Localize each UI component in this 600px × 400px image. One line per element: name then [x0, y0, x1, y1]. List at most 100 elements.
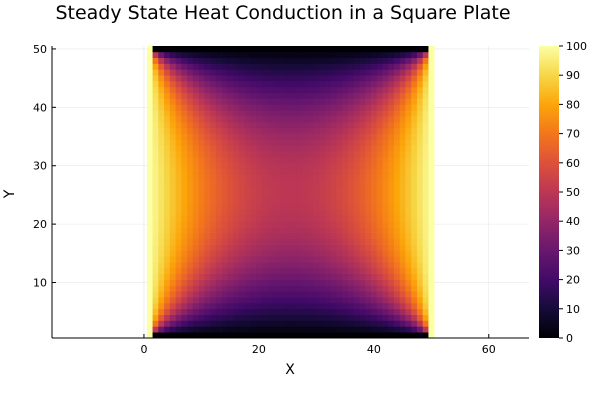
heatmap-cell [353, 227, 360, 234]
heatmap-cell [244, 291, 251, 298]
heatmap-cell [296, 320, 303, 327]
heatmap-cell [382, 51, 389, 59]
heatmap-cell [238, 133, 245, 140]
heatmap-cell [181, 302, 188, 310]
heatmap-cell [284, 221, 291, 228]
heatmap-cell [388, 262, 395, 269]
heatmap-cell [256, 267, 263, 275]
heatmap-cell [388, 332, 395, 339]
heatmap-cell [347, 156, 355, 164]
heatmap-cell [330, 63, 337, 70]
heatmap-cell [324, 168, 332, 175]
heatmap-cell [175, 116, 182, 123]
heatmap-cell [187, 308, 194, 315]
heatmap-cell [146, 221, 153, 228]
heatmap-cell [261, 180, 268, 187]
heatmap-cell [175, 121, 182, 129]
heatmap-cell [405, 57, 412, 64]
heatmap-cell [233, 320, 240, 327]
heatmap-cell [169, 92, 176, 99]
heatmap-cell [227, 151, 234, 158]
heatmap-cell [428, 86, 435, 94]
heatmap-cell [244, 127, 251, 134]
heatmap-cell [399, 86, 406, 94]
heatmap-cell [221, 285, 228, 292]
heatmap-cell [416, 51, 424, 59]
heatmap-cell [428, 279, 435, 286]
heatmap-cell [284, 174, 291, 181]
heatmap-cell [353, 320, 360, 327]
heatmap-cell [342, 232, 349, 240]
heatmap-cell [376, 51, 383, 59]
heatmap-cell [273, 180, 280, 187]
heatmap-cell [365, 320, 372, 327]
heatmap-cell [319, 46, 326, 53]
heatmap-cell [261, 121, 268, 129]
heatmap-cell [250, 127, 257, 134]
heatmap-cell [175, 98, 182, 105]
heatmap-cell [192, 244, 199, 251]
heatmap-cell [330, 232, 337, 240]
heatmap-cell [330, 110, 337, 117]
heatmap-cell [370, 291, 378, 298]
heatmap-cell [261, 209, 268, 216]
heatmap-cell [158, 46, 165, 53]
heatmap-cell [416, 279, 424, 286]
heatmap-cell [192, 92, 199, 99]
heatmap-cell [353, 69, 360, 76]
heatmap-cell [192, 151, 199, 158]
heatmap-cell [416, 46, 424, 53]
heatmap-cell [169, 69, 176, 76]
heatmap-cell [382, 273, 389, 280]
heatmap-cell [238, 297, 245, 304]
heatmap-cell [261, 57, 268, 64]
heatmap-cell [244, 133, 251, 140]
heatmap-cell [221, 156, 228, 164]
heatmap-cell [290, 57, 297, 64]
heatmap-cell [353, 308, 360, 315]
heatmap-cell [290, 51, 297, 59]
heatmap-cell [324, 314, 332, 321]
heatmap-cell [307, 297, 314, 304]
heatmap-cell [376, 127, 383, 134]
heatmap-cell [273, 256, 280, 263]
heatmap-cell [233, 51, 240, 59]
heatmap-cell [210, 127, 217, 134]
heatmap-cell [204, 168, 211, 175]
heatmap-cell [187, 273, 194, 280]
heatmap-cell [330, 186, 337, 193]
heatmap-cell [244, 186, 251, 193]
heatmap-cell [164, 57, 171, 64]
heatmap-cell [261, 267, 268, 275]
heatmap-cell [313, 110, 320, 117]
heatmap-cell [365, 151, 372, 158]
heatmap-cell [273, 232, 280, 240]
heatmap-cell [221, 186, 228, 193]
heatmap-cell [388, 75, 395, 82]
heatmap-cell [319, 256, 326, 263]
heatmap-cell [359, 221, 366, 228]
heatmap-cell [164, 203, 171, 210]
heatmap-cell [284, 320, 291, 327]
heatmap-cell [342, 221, 349, 228]
heatmap-cell [388, 162, 395, 169]
heatmap-cell [342, 86, 349, 94]
heatmap-cell [146, 180, 153, 187]
heatmap-cell [233, 273, 240, 280]
heatmap-cell [290, 186, 297, 193]
heatmap-cell [313, 104, 320, 111]
heatmap-cell [324, 69, 332, 76]
heatmap-cell [353, 81, 360, 88]
heatmap-cell [261, 285, 268, 292]
heatmap-cell [192, 192, 199, 199]
heatmap-cell [256, 92, 263, 99]
heatmap-cell [244, 267, 251, 275]
heatmap-cell [307, 244, 314, 251]
heatmap-cell [273, 98, 280, 105]
heatmap-cell [347, 244, 355, 251]
heatmap-cell [359, 46, 366, 53]
heatmap-cell [158, 215, 165, 222]
heatmap-cell [382, 297, 389, 304]
heatmap-cell [227, 46, 234, 53]
heatmap-cell [204, 209, 211, 216]
